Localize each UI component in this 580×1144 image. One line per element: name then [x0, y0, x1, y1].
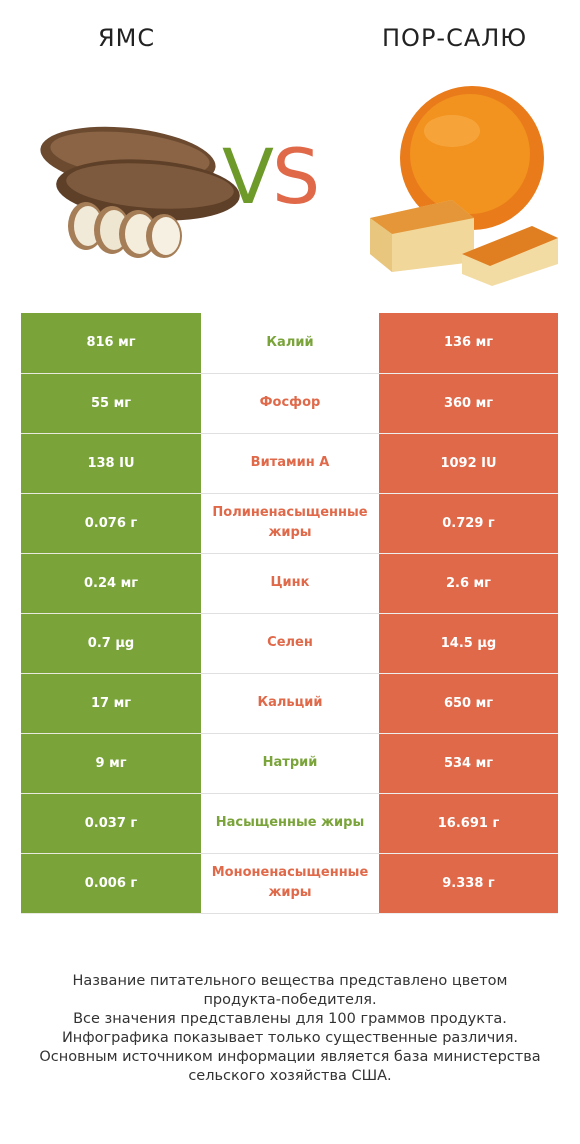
table-row: 55 мг Фосфор 360 мг	[21, 373, 558, 434]
yam-image	[40, 126, 240, 258]
nutrient-name-cell: Цинк	[201, 553, 379, 614]
comparison-table: 816 мг Калий 136 мг 55 мг Фосфор 360 мг 138 IU…	[21, 313, 558, 914]
table-row: 0.037 г Насыщенные жиры 16.691 г	[21, 793, 558, 854]
table-row: 0.24 мг Цинк 2.6 мг	[21, 553, 558, 614]
left-value-cell: 816 мг	[21, 313, 201, 374]
left-value-cell: 55 мг	[21, 373, 201, 434]
right-value-cell: 650 мг	[379, 673, 558, 734]
nutrient-name-cell: Мононенасыщенные жиры	[201, 853, 379, 914]
right-product-title: ПОР-САЛЮ	[382, 24, 528, 52]
nutrient-name: Полиненасыщенные жиры	[212, 505, 368, 540]
left-value-cell: 0.006 г	[21, 853, 201, 914]
right-value-cell: 0.729 г	[379, 493, 558, 554]
footer-line: сельского хозяйства США.	[188, 1068, 392, 1084]
left-value-cell: 0.7 µg	[21, 613, 201, 674]
left-product-title: ЯМС	[98, 24, 156, 52]
right-value-cell: 2.6 мг	[379, 553, 558, 614]
vs-label: VS	[222, 132, 320, 221]
nutrient-name: Витамин А	[250, 455, 330, 470]
nutrient-name: Мононенасыщенные жиры	[211, 865, 369, 900]
left-value-cell: 17 мг	[21, 673, 201, 734]
table-row: 9 мг Натрий 534 мг	[21, 733, 558, 794]
right-value-cell: 16.691 г	[379, 793, 558, 854]
footer-line: продукта-победителя.	[203, 992, 377, 1008]
nutrient-name-cell: Фосфор	[201, 373, 379, 434]
nutrient-name: Натрий	[262, 755, 318, 770]
table-row: 0.076 г Полиненасыщенные жиры 0.729 г	[21, 493, 558, 554]
footer-line: Название питательного вещества представл…	[72, 973, 508, 989]
right-value-cell: 1092 IU	[379, 433, 558, 494]
table-row: 0.006 г Мононенасыщенные жиры 9.338 г	[21, 853, 558, 914]
nutrient-name-cell: Полиненасыщенные жиры	[201, 493, 379, 554]
left-value-cell: 0.037 г	[21, 793, 201, 854]
footer-line: Инфографика показывает только существенн…	[61, 1030, 519, 1046]
table-row: 138 IU Витамин А 1092 IU	[21, 433, 558, 494]
left-value-cell: 9 мг	[21, 733, 201, 794]
footer-line: Основным источником информации является …	[39, 1049, 541, 1065]
table-row: 0.7 µg Селен 14.5 µg	[21, 613, 558, 674]
left-value-cell: 0.24 мг	[21, 553, 201, 614]
nutrient-name: Селен	[267, 635, 313, 650]
left-value-cell: 138 IU	[21, 433, 201, 494]
nutrient-name: Фосфор	[259, 395, 321, 410]
right-value-cell: 136 мг	[379, 313, 558, 374]
left-value-cell: 0.076 г	[21, 493, 201, 554]
right-value-cell: 534 мг	[379, 733, 558, 794]
table-row: 816 мг Калий 136 мг	[21, 313, 558, 374]
nutrient-name-cell: Кальций	[201, 673, 379, 734]
nutrient-name: Цинк	[270, 575, 310, 590]
footer-line: Все значения представлены для 100 граммо…	[73, 1011, 507, 1027]
nutrient-name: Калий	[266, 334, 314, 350]
right-value-cell: 9.338 г	[379, 853, 558, 914]
nutrient-name: Кальций	[257, 695, 323, 710]
nutrient-name-cell: Селен	[201, 613, 379, 674]
nutrient-name-cell: Насыщенные жиры	[201, 793, 379, 854]
right-value-cell: 360 мг	[379, 373, 558, 434]
nutrient-name-cell: Витамин А	[201, 433, 379, 494]
table-row: 17 мг Кальций 650 мг	[21, 673, 558, 734]
footer-note: Название питательного вещества представл…	[20, 972, 560, 1086]
nutrient-name: Насыщенные жиры	[215, 815, 365, 830]
right-value-cell: 14.5 µg	[379, 613, 558, 674]
nutrient-name-cell: Натрий	[201, 733, 379, 794]
cheese-image	[370, 86, 558, 286]
nutrient-name-cell: Калий	[201, 313, 379, 374]
